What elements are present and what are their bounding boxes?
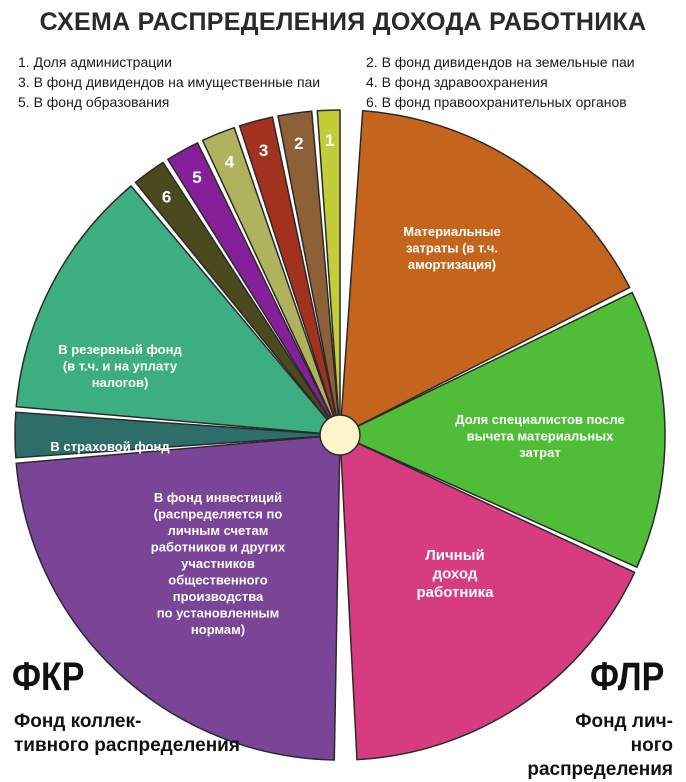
- segment-material-costs-label: Материальные затраты (в т.ч. амортизация): [403, 224, 500, 272]
- flr-name-line2: ного распределения: [527, 735, 673, 780]
- segment-specialists-share-label: Доля специалистов после вычета материальн…: [455, 412, 624, 460]
- fkr-name-line1: Фонд коллек-: [14, 711, 142, 732]
- segment-investment-fund-label: В фонд инвестиций (распределяется по личны…: [151, 490, 286, 637]
- legend-item-3: 3. В фонд дивидендов на имущественные па…: [18, 74, 321, 90]
- segment-4: [201, 126, 341, 436]
- segment-insurance-fund-label: В страховой фонд: [50, 439, 170, 454]
- flr-name: Фонд лич- ного распределения: [505, 710, 673, 782]
- segment-5-label: 5: [192, 168, 201, 187]
- segment-reserve-fund-label: В резервный фонд (в т.ч. и на уплату налог…: [58, 342, 182, 390]
- segment-reserve-fund: [15, 184, 342, 436]
- page-title: СХЕМА РАСПРЕДЕЛЕНИЯ ДОХОДА РАБОТНИКА: [39, 8, 647, 36]
- segment-personal-income: [339, 433, 636, 761]
- segment-3: [238, 116, 341, 436]
- legend-item-6: 6. В фонд правоохранительных органов: [366, 94, 627, 110]
- fkr-code: ФКР: [12, 655, 85, 699]
- segment-specialists-share: [338, 291, 666, 569]
- segment-4-label: 4: [225, 153, 235, 172]
- segment-2-label: 2: [294, 134, 303, 153]
- segment-personal-income-label: Личный доход работника: [416, 547, 494, 601]
- legend-item-4: 4. В фонд здравоохранения: [366, 74, 548, 90]
- legend-item-1: 1. Доля администрации: [18, 54, 172, 70]
- segment-5: [166, 141, 341, 436]
- segment-3-label: 3: [259, 141, 268, 160]
- fkr-name: Фонд коллек- тивного распределения: [14, 710, 240, 758]
- pie-center-hub: [319, 414, 361, 456]
- segment-material-costs: [339, 109, 631, 437]
- legend-item-2: 2. В фонд дивидендов на земельные паи: [366, 54, 635, 70]
- segment-insurance-fund: [14, 411, 341, 459]
- fkr-name-line2: тивного распределения: [14, 735, 240, 756]
- flr-code: ФЛР: [590, 655, 665, 699]
- segment-6-label: 6: [162, 187, 171, 206]
- segment-2: [277, 110, 341, 436]
- segment-1: [316, 109, 341, 436]
- segment-investment-fund: [15, 434, 341, 761]
- flr-name-line1: Фонд лич-: [575, 711, 673, 732]
- legend-item-5: 5. В фонд образования: [18, 94, 170, 110]
- segment-6: [134, 161, 341, 436]
- segment-1-label: 1: [325, 131, 334, 150]
